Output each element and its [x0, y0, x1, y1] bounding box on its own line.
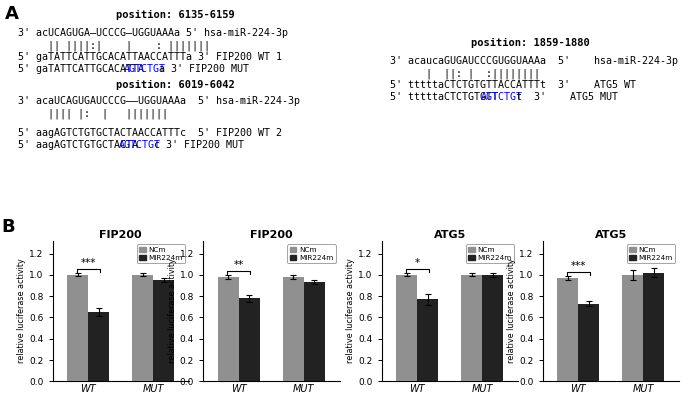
- Bar: [557, 278, 578, 381]
- Text: 5' aagAGTCTGTGCTACTA: 5' aagAGTCTGTGCTACTA: [18, 140, 138, 150]
- Bar: [396, 275, 417, 381]
- Legend: NCm, MIR224m: NCm, MIR224m: [626, 244, 676, 263]
- Text: position: 1859-1880: position: 1859-1880: [470, 38, 589, 48]
- Text: 5' gaTATTCATTGCACATTAACCATTTa 3' FIP200 WT 1: 5' gaTATTCATTGCACATTAACCATTTa 3' FIP200 …: [18, 52, 282, 62]
- Text: AGTCTGT: AGTCTGT: [124, 64, 166, 74]
- Text: ***: ***: [570, 261, 586, 271]
- Text: 5' tttttaCTCTGTGTTACCATTTt  3'    ATG5 WT: 5' tttttaCTCTGTGTTACCATTTt 3' ATG5 WT: [390, 80, 636, 90]
- Bar: [132, 275, 153, 381]
- Title: FIP200: FIP200: [99, 230, 142, 240]
- Bar: [283, 277, 304, 381]
- Text: c 3' FIP200 MUT: c 3' FIP200 MUT: [154, 140, 244, 150]
- Bar: [461, 275, 482, 381]
- Bar: [304, 282, 325, 381]
- Text: *: *: [414, 258, 420, 268]
- Bar: [153, 280, 174, 381]
- Text: 5' tttttaCTCTGTGTT: 5' tttttaCTCTGTGTT: [390, 92, 498, 102]
- Bar: [239, 298, 260, 381]
- Title: ATG5: ATG5: [433, 230, 466, 240]
- Text: 5' aagAGTCTGTGCTACTAACCATTTc  5' FIP200 WT 2: 5' aagAGTCTGTGCTACTAACCATTTc 5' FIP200 W…: [18, 128, 282, 138]
- Legend: NCm, MIR224m: NCm, MIR224m: [287, 244, 336, 263]
- Text: 5' gaTATTCATTGCACATTA: 5' gaTATTCATTGCACATTA: [18, 64, 144, 74]
- Bar: [482, 275, 503, 381]
- Text: 3' acaUCAGUGAUCCCG—–UGGUAAAa  5' hsa-miR-224-3p: 3' acaUCAGUGAUCCCG—–UGGUAAAa 5' hsa-miR-…: [18, 96, 300, 106]
- Legend: NCm, MIR224m: NCm, MIR224m: [466, 244, 514, 263]
- Bar: [622, 275, 643, 381]
- Text: 3' acaucaGUGAUCCCGUGGUAAAa  5'    hsa-miR-224-3p: 3' acaucaGUGAUCCCGUGGUAAAa 5' hsa-miR-22…: [390, 56, 678, 66]
- Bar: [218, 277, 239, 381]
- Text: a 3' FIP200 MUT: a 3' FIP200 MUT: [160, 64, 249, 74]
- Bar: [643, 273, 664, 381]
- Text: || ||||:|    |    : |||||||: || ||||:| | : |||||||: [18, 40, 210, 51]
- Y-axis label: relative luciferase activity: relative luciferase activity: [168, 259, 177, 364]
- Text: AGTCTGT: AGTCTGT: [119, 140, 161, 150]
- Text: A: A: [5, 5, 19, 23]
- Title: FIP200: FIP200: [250, 230, 293, 240]
- Text: position: 6135-6159: position: 6135-6159: [116, 10, 234, 20]
- Text: |  ||: |  :||||||||: | ||: | :||||||||: [390, 68, 540, 79]
- Bar: [417, 299, 438, 381]
- Text: AGTCTGT: AGTCTGT: [481, 92, 523, 102]
- Text: position: 6019-6042: position: 6019-6042: [116, 80, 234, 90]
- Text: ***: ***: [80, 258, 96, 268]
- Text: 3' acUCAGUGA—UCCCG–UGGUAAAa 5' hsa-miR-224-3p: 3' acUCAGUGA—UCCCG–UGGUAAAa 5' hsa-miR-2…: [18, 28, 288, 38]
- Text: |||| |:  |   |||||||: |||| |: | |||||||: [18, 108, 168, 119]
- Y-axis label: relative luciferase activity: relative luciferase activity: [508, 259, 517, 364]
- Bar: [88, 312, 109, 381]
- Text: t  3'    ATG5 MUT: t 3' ATG5 MUT: [517, 92, 618, 102]
- Bar: [578, 304, 599, 381]
- Legend: NCm, MIR224m: NCm, MIR224m: [136, 244, 186, 263]
- Y-axis label: relative luciferase activity: relative luciferase activity: [18, 259, 27, 364]
- Text: B: B: [1, 218, 15, 236]
- Bar: [67, 275, 88, 381]
- Text: **: **: [234, 260, 244, 270]
- Title: ATG5: ATG5: [594, 230, 627, 240]
- Y-axis label: relative luciferase activity: relative luciferase activity: [346, 259, 356, 364]
